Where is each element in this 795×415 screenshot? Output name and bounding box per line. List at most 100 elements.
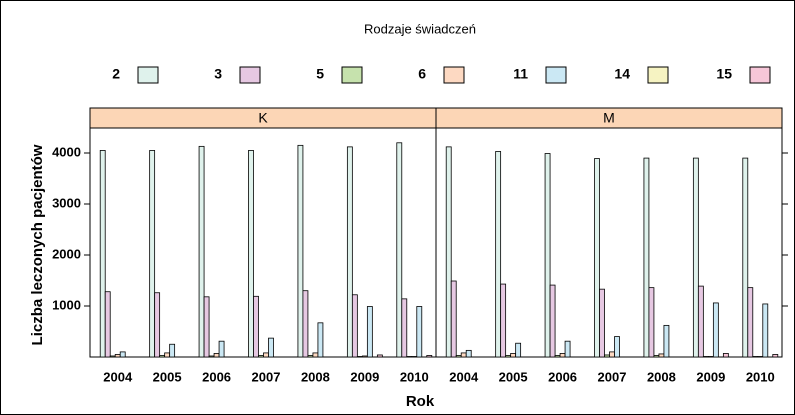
bar xyxy=(376,354,383,358)
panel xyxy=(435,127,783,358)
x-tick-label: 2005 xyxy=(499,369,528,384)
bar xyxy=(450,280,457,358)
legend-swatch xyxy=(749,66,771,84)
bar xyxy=(218,340,225,358)
bar xyxy=(747,287,754,358)
bar xyxy=(426,355,433,358)
bar xyxy=(119,351,126,358)
y-tick-label: 1000 xyxy=(52,297,81,312)
bar xyxy=(752,356,759,358)
legend-swatch xyxy=(647,66,669,84)
bar xyxy=(500,283,507,358)
x-tick-label: 2006 xyxy=(202,369,231,384)
bar xyxy=(495,151,502,358)
bar xyxy=(549,284,556,358)
bar xyxy=(445,146,452,358)
bar xyxy=(258,355,264,358)
bar xyxy=(455,355,462,358)
bar xyxy=(692,157,699,358)
bar xyxy=(297,144,304,358)
bar xyxy=(396,142,403,358)
x-tick-label: 2010 xyxy=(746,369,775,384)
bar xyxy=(253,295,259,358)
bar xyxy=(406,356,413,358)
legend-swatch xyxy=(341,66,363,84)
legend-label: 15 xyxy=(716,66,732,82)
bar xyxy=(604,354,610,358)
x-tick-label: 2009 xyxy=(350,369,379,384)
x-tick-label: 2008 xyxy=(301,369,330,384)
bar xyxy=(317,322,324,358)
bar xyxy=(707,356,714,358)
bar xyxy=(346,146,353,358)
bar xyxy=(302,290,309,358)
bar xyxy=(99,150,106,358)
legend-label: 5 xyxy=(316,66,324,82)
y-tick-label: 4000 xyxy=(52,144,81,159)
legend-swatch xyxy=(239,66,261,84)
bar xyxy=(154,292,161,358)
bar xyxy=(559,353,566,358)
bar xyxy=(416,306,423,358)
x-tick-label: 2009 xyxy=(696,369,725,384)
bar xyxy=(114,354,121,358)
x-tick-label: 2004 xyxy=(449,369,479,384)
panel xyxy=(89,127,437,358)
bar xyxy=(460,352,467,358)
bar xyxy=(208,355,215,358)
x-tick-label: 2005 xyxy=(153,369,182,384)
bar xyxy=(643,157,650,358)
y-tick-label: 2000 xyxy=(52,246,81,261)
bar xyxy=(203,296,210,358)
bar xyxy=(762,303,769,358)
legend-label: 14 xyxy=(614,66,630,82)
bar xyxy=(263,352,269,358)
bar xyxy=(712,302,719,358)
strip-label: M xyxy=(603,110,615,126)
bar xyxy=(104,291,111,358)
bar xyxy=(159,355,166,358)
x-tick-label: 2010 xyxy=(400,369,429,384)
bar xyxy=(702,356,709,358)
bar xyxy=(149,150,156,358)
bar xyxy=(465,349,472,358)
bar xyxy=(757,356,764,358)
legend-label: 3 xyxy=(214,66,222,82)
bar xyxy=(351,294,358,358)
bar xyxy=(213,353,220,358)
bar xyxy=(366,306,373,358)
bar xyxy=(564,340,571,358)
legend-title: Rodzaje świadczeń xyxy=(364,21,476,36)
bar xyxy=(697,285,704,358)
bar xyxy=(510,353,517,358)
strip-label: K xyxy=(258,110,268,126)
bar xyxy=(169,343,176,358)
bar xyxy=(505,355,512,358)
legend-label: 6 xyxy=(418,66,426,82)
bar xyxy=(307,355,314,358)
legend-label: 11 xyxy=(513,66,528,82)
bar xyxy=(663,324,670,358)
bar xyxy=(248,150,254,358)
x-tick-label: 2007 xyxy=(252,369,281,384)
legend-swatch xyxy=(545,66,567,84)
legend-swatch xyxy=(137,66,159,84)
bar xyxy=(356,356,363,358)
x-tick-label: 2007 xyxy=(598,369,627,384)
bar xyxy=(268,337,274,358)
bar xyxy=(411,356,418,358)
bar xyxy=(772,354,779,358)
legend-swatch xyxy=(443,66,465,84)
bar xyxy=(312,352,319,358)
bar xyxy=(594,158,600,358)
bar xyxy=(658,353,665,358)
x-tick-label: 2006 xyxy=(548,369,577,384)
bar xyxy=(614,336,620,358)
x-tick-label: 2004 xyxy=(103,369,133,384)
bar xyxy=(361,355,368,358)
bar xyxy=(164,352,171,358)
bar xyxy=(653,355,660,358)
bar xyxy=(722,353,729,358)
bar xyxy=(544,153,551,358)
x-tick-label: 2008 xyxy=(647,369,676,384)
